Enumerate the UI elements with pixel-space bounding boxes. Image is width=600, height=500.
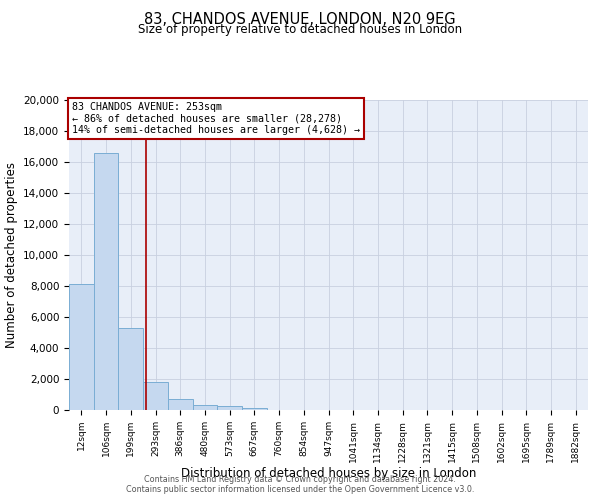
Bar <box>69 284 94 410</box>
Bar <box>193 405 217 410</box>
Bar <box>118 328 143 410</box>
Bar <box>94 154 118 410</box>
Bar <box>168 399 193 410</box>
Text: Size of property relative to detached houses in London: Size of property relative to detached ho… <box>138 22 462 36</box>
Bar <box>217 406 242 410</box>
Text: 83, CHANDOS AVENUE, LONDON, N20 9EG: 83, CHANDOS AVENUE, LONDON, N20 9EG <box>144 12 456 28</box>
Y-axis label: Number of detached properties: Number of detached properties <box>5 162 17 348</box>
Text: Contains HM Land Registry data © Crown copyright and database right 2024.
Contai: Contains HM Land Registry data © Crown c… <box>126 474 474 494</box>
Text: 83 CHANDOS AVENUE: 253sqm
← 86% of detached houses are smaller (28,278)
14% of s: 83 CHANDOS AVENUE: 253sqm ← 86% of detac… <box>71 102 359 134</box>
Bar <box>143 382 168 410</box>
X-axis label: Distribution of detached houses by size in London: Distribution of detached houses by size … <box>181 468 476 480</box>
Bar <box>242 408 267 410</box>
